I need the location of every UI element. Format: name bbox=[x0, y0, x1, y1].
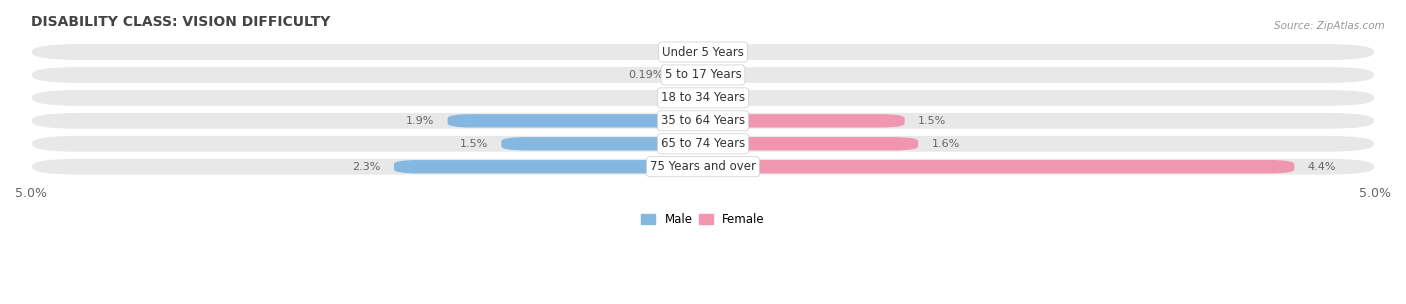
Text: 0.0%: 0.0% bbox=[717, 47, 745, 57]
Text: 1.9%: 1.9% bbox=[406, 116, 434, 126]
Text: 0.0%: 0.0% bbox=[661, 47, 689, 57]
FancyBboxPatch shape bbox=[31, 158, 1375, 176]
Text: 1.5%: 1.5% bbox=[918, 116, 946, 126]
Text: 75 Years and over: 75 Years and over bbox=[650, 160, 756, 173]
Text: Under 5 Years: Under 5 Years bbox=[662, 46, 744, 59]
Text: 2.3%: 2.3% bbox=[352, 162, 381, 172]
Text: 65 to 74 Years: 65 to 74 Years bbox=[661, 137, 745, 150]
FancyBboxPatch shape bbox=[31, 135, 1375, 153]
FancyBboxPatch shape bbox=[31, 66, 1375, 84]
Text: DISABILITY CLASS: VISION DIFFICULTY: DISABILITY CLASS: VISION DIFFICULTY bbox=[31, 15, 330, 29]
Text: 35 to 64 Years: 35 to 64 Years bbox=[661, 114, 745, 127]
FancyBboxPatch shape bbox=[447, 114, 703, 127]
FancyBboxPatch shape bbox=[703, 114, 904, 127]
Text: 0.0%: 0.0% bbox=[661, 93, 689, 103]
Text: 0.19%: 0.19% bbox=[628, 70, 664, 80]
FancyBboxPatch shape bbox=[31, 112, 1375, 130]
Legend: Male, Female: Male, Female bbox=[637, 208, 769, 231]
FancyBboxPatch shape bbox=[703, 160, 1295, 173]
Text: 1.5%: 1.5% bbox=[460, 139, 488, 149]
Text: 18 to 34 Years: 18 to 34 Years bbox=[661, 92, 745, 104]
FancyBboxPatch shape bbox=[394, 160, 703, 173]
FancyBboxPatch shape bbox=[31, 89, 1375, 107]
Text: 1.6%: 1.6% bbox=[932, 139, 960, 149]
Text: Source: ZipAtlas.com: Source: ZipAtlas.com bbox=[1274, 21, 1385, 31]
FancyBboxPatch shape bbox=[678, 68, 703, 81]
FancyBboxPatch shape bbox=[703, 137, 918, 150]
Text: 0.0%: 0.0% bbox=[717, 70, 745, 80]
FancyBboxPatch shape bbox=[31, 43, 1375, 61]
Text: 5 to 17 Years: 5 to 17 Years bbox=[665, 68, 741, 81]
Text: 4.4%: 4.4% bbox=[1308, 162, 1336, 172]
Text: 0.0%: 0.0% bbox=[717, 93, 745, 103]
FancyBboxPatch shape bbox=[502, 137, 703, 150]
